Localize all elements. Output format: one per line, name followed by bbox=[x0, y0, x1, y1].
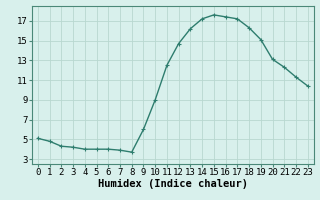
X-axis label: Humidex (Indice chaleur): Humidex (Indice chaleur) bbox=[98, 179, 248, 189]
